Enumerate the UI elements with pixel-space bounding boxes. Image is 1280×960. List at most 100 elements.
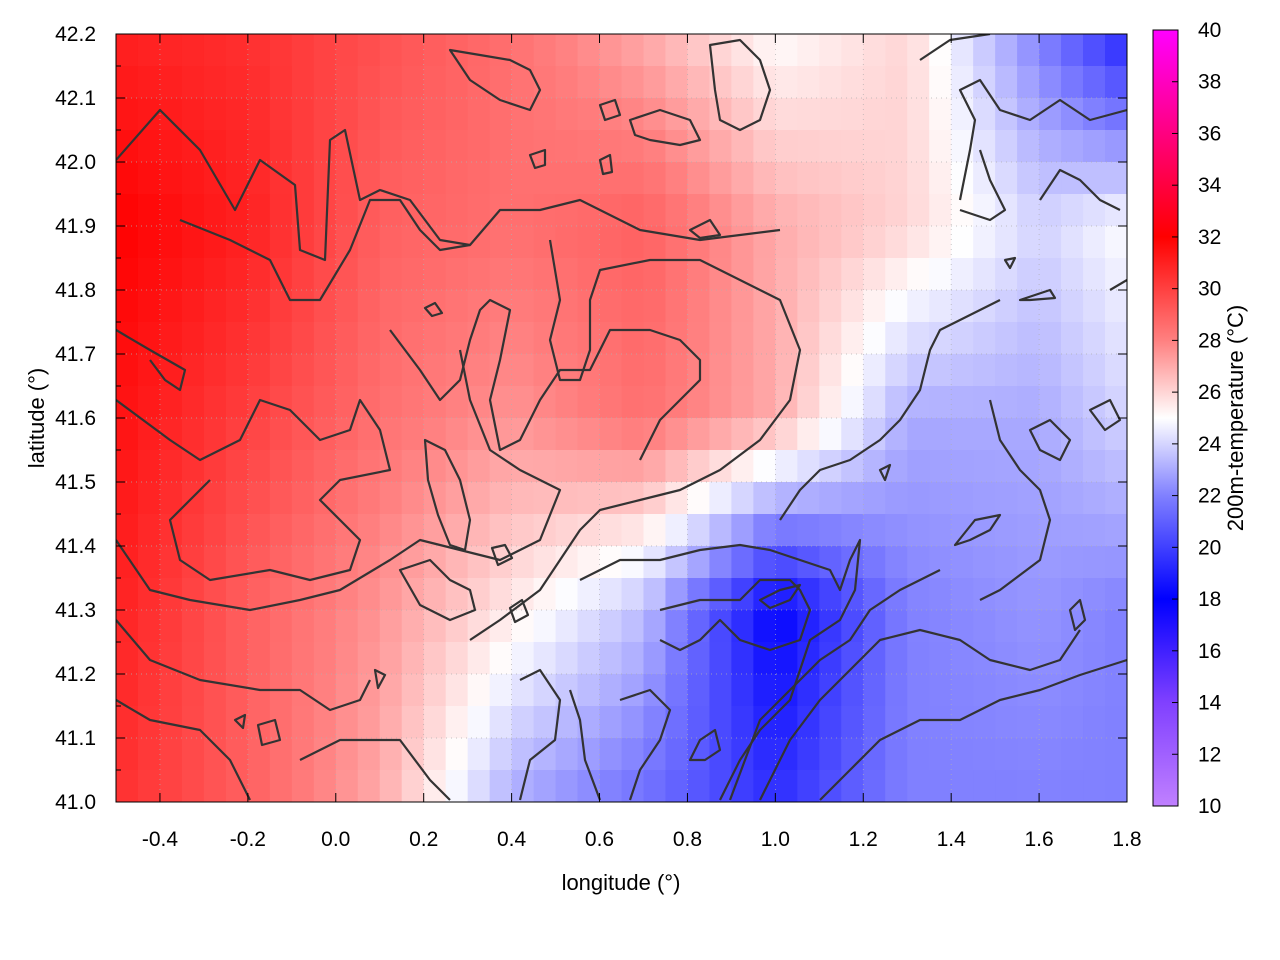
heatmap-cell — [335, 546, 359, 579]
heatmap-cell — [665, 738, 689, 771]
heatmap-cell — [467, 354, 491, 387]
heatmap-cell — [116, 578, 139, 611]
heatmap-cell — [929, 674, 952, 707]
heatmap-cell — [1083, 578, 1106, 611]
heatmap-cell — [225, 610, 249, 643]
heatmap-cell — [379, 546, 403, 579]
heatmap-cell — [929, 258, 952, 291]
heatmap-cell — [225, 34, 249, 67]
heatmap-cell — [313, 162, 337, 195]
heatmap-cell — [555, 66, 579, 99]
heatmap-cell — [753, 450, 776, 483]
heatmap-cell — [379, 98, 403, 131]
heatmap-cell — [1083, 290, 1106, 323]
heatmap-cell — [511, 738, 535, 771]
heatmap-cell — [951, 482, 974, 515]
heatmap-cell — [313, 514, 337, 547]
heatmap-cell — [225, 98, 249, 131]
heatmap-cell — [753, 322, 776, 355]
heatmap-cell — [511, 546, 535, 579]
colorbar-tick-label: 18 — [1198, 588, 1221, 611]
heatmap-cell — [1017, 66, 1040, 99]
heatmap-cell — [885, 194, 908, 227]
heatmap-cell — [753, 514, 776, 547]
heatmap-cell — [665, 642, 689, 675]
x-axis-label: longitude (°) — [562, 870, 681, 895]
heatmap-cell — [973, 322, 996, 355]
heatmap-cell — [225, 738, 249, 771]
heatmap-cell — [885, 290, 908, 323]
heatmap-cell — [1039, 322, 1062, 355]
heatmap-cell — [1083, 642, 1106, 675]
heatmap-cell — [1083, 34, 1106, 67]
heatmap-cell — [159, 162, 183, 195]
heatmap-cell — [951, 770, 974, 802]
y-tick-label: 41.2 — [55, 663, 96, 686]
colorbar-tick-label: 34 — [1198, 174, 1222, 197]
heatmap-cell — [467, 450, 491, 483]
heatmap-cell — [687, 482, 711, 515]
heatmap-cell — [907, 418, 930, 451]
heatmap-cell — [533, 642, 557, 675]
colorbar-tick-label: 10 — [1198, 795, 1221, 818]
heatmap-cell — [995, 706, 1018, 739]
heatmap-cell — [709, 130, 732, 163]
heatmap-cell — [709, 546, 732, 579]
heatmap-cell — [863, 194, 886, 227]
contour-line — [959, 149, 1007, 222]
heatmap-cell — [995, 66, 1018, 99]
heatmap-cell — [907, 674, 930, 707]
heatmap-cell — [379, 418, 403, 451]
heatmap-cell — [665, 162, 689, 195]
heatmap-cell — [599, 770, 623, 802]
heatmap-cell — [621, 578, 645, 611]
contour-line — [116, 398, 392, 582]
heatmap-cell — [313, 194, 337, 227]
heatmap-cell — [533, 674, 557, 707]
heatmap-cell — [291, 386, 315, 419]
heatmap-cell — [467, 226, 491, 259]
heatmap-cell — [203, 258, 227, 291]
heatmap-cell — [357, 130, 381, 163]
contour-line — [448, 48, 542, 112]
heatmap-cell — [159, 674, 183, 707]
heatmap-cell — [1105, 674, 1127, 707]
heatmap-cell — [797, 162, 820, 195]
heatmap-cell — [665, 578, 689, 611]
heatmap-cell — [357, 642, 381, 675]
heatmap-cell — [269, 482, 293, 515]
heatmap-cell — [929, 66, 952, 99]
heatmap-cell — [951, 66, 974, 99]
heatmap-cell — [885, 482, 908, 515]
heatmap-cell — [1105, 290, 1127, 323]
heatmap-cell — [797, 706, 820, 739]
heatmap-cell — [687, 226, 711, 259]
colorbar-tick-label: 24 — [1198, 433, 1222, 456]
heatmap-cell — [423, 578, 447, 611]
heatmap-cell — [181, 418, 205, 451]
heatmap-cell — [995, 226, 1018, 259]
heatmap-cell — [1061, 514, 1084, 547]
heatmap-cell — [247, 66, 271, 99]
heatmap-cell — [247, 738, 271, 771]
heatmap-cell — [907, 386, 930, 419]
heatmap-cell — [203, 226, 227, 259]
heatmap-cell — [841, 290, 864, 323]
heatmap-cell — [445, 514, 469, 547]
colorbar-tick-label: 32 — [1198, 226, 1221, 249]
heatmap-cell — [687, 578, 711, 611]
heatmap-cell — [313, 642, 337, 675]
heatmap-cell — [379, 674, 403, 707]
heatmap-cell — [819, 546, 842, 579]
heatmap-cell — [1105, 642, 1127, 675]
heatmap-cell — [225, 130, 249, 163]
heatmap-cell — [687, 66, 711, 99]
heatmap-cell — [995, 578, 1018, 611]
heatmap-cell — [1061, 546, 1084, 579]
heatmap-cell — [819, 322, 842, 355]
heatmap-cell — [841, 642, 864, 675]
heatmap-cell — [533, 386, 557, 419]
heatmap-cell — [467, 130, 491, 163]
heatmap-cell — [665, 130, 689, 163]
heatmap-cell — [863, 706, 886, 739]
